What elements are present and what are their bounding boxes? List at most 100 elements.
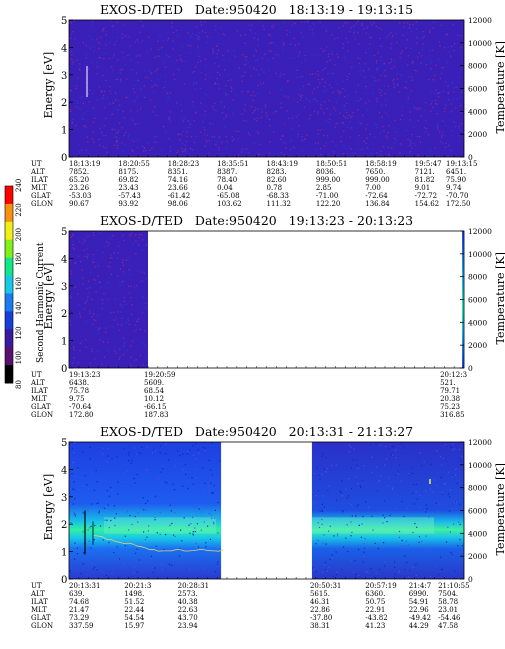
panel2-y2tick-2000: 2000 <box>468 341 487 350</box>
panel1-eph-label-ilat: ILAT <box>31 176 48 184</box>
panel3-eph-cell: 20:57:19 <box>365 582 396 590</box>
panel3-ytick-5: 5 <box>61 438 67 449</box>
panel3-eph-cell: 58.78 <box>438 598 458 606</box>
panel1-eph-cell: 23.66 <box>168 184 189 192</box>
panel1-eph-cell: 78.40 <box>217 176 237 184</box>
panel3-eph-cell: 20:28:31 <box>178 582 209 590</box>
panel1-y2tick-10000: 10000 <box>468 39 492 48</box>
panel2-ytick-5: 5 <box>61 227 67 238</box>
panel3-eph-cell: -37.80 <box>310 614 332 622</box>
panel3-title: EXOS-D/TED Date:950420 20:13:31 - 21:13:… <box>100 424 414 439</box>
panel2-eph-label-mlt: MLT <box>31 395 47 403</box>
panel1-y2tick-6000: 6000 <box>468 85 487 94</box>
colorbar-tick-100: 100 <box>15 351 23 364</box>
panel2-eph-cell: 6438. <box>69 379 89 387</box>
colorbar-swatch <box>5 257 13 277</box>
panel2-eph-cell: 521. <box>440 379 456 387</box>
panel3-eph-cell: 47.58 <box>438 622 458 630</box>
panel3-data-segment-2 <box>311 442 464 579</box>
panel3-eph-cell: 1498. <box>124 590 144 598</box>
colorbar-tick-180: 180 <box>15 253 23 266</box>
panel1-eph-label-glat: GLAT <box>31 192 51 200</box>
panel1-ytick-0: 0 <box>61 153 67 164</box>
colorbar-swatch <box>5 221 13 241</box>
panel1-ytick-3: 3 <box>61 71 67 82</box>
panel2-eph-label-glat: GLAT <box>31 403 51 411</box>
panel1-eph-cell: 8175. <box>118 168 138 176</box>
colorbar-tick-80: 80 <box>15 380 23 389</box>
panel2-eph-cell: 172.80 <box>69 411 94 419</box>
colorbar-label: Second Harmonic Current <box>36 242 46 363</box>
panel3-eph-cell: -49.42 <box>409 614 431 622</box>
panel1-eph-cell: 19:13:15 <box>446 160 477 168</box>
panel2-eph-cell: 75.23 <box>440 403 460 411</box>
panel1-eph-cell: 122.20 <box>316 200 341 208</box>
panel1-eph-cell: 74.16 <box>168 176 189 184</box>
panel3-eph-cell: -43.82 <box>365 614 387 622</box>
panel3-y2tick-4000: 4000 <box>468 529 487 538</box>
panel2-eph-cell: 20:12:3 <box>440 371 467 379</box>
panel2-eph-cell: 79.71 <box>440 387 460 395</box>
colorbar-tick-220: 220 <box>15 203 23 216</box>
panel1-eph-cell: 18:20:55 <box>118 160 149 168</box>
panel3-y2tick-12000: 12000 <box>468 438 492 447</box>
panel1-ytick-2: 2 <box>61 98 67 109</box>
panel1-y2label: Temperature [K] <box>494 41 505 133</box>
colorbar <box>4 185 14 384</box>
panel1-eph-cell: 7.00 <box>365 184 381 192</box>
panel2-eph-cell: 9.75 <box>69 395 85 403</box>
panel3-eph-cell: 6990. <box>409 590 429 598</box>
panel1-eph-label-ut: UT <box>31 160 42 168</box>
panel3-eph-cell: 38.31 <box>310 622 330 630</box>
panel3-y2tick-8000: 8000 <box>468 484 487 493</box>
panel1-y2tick-0: 0 <box>468 153 473 162</box>
panel3-eph-cell: 639. <box>69 590 85 598</box>
panel1-eph-cell: 0.78 <box>267 184 283 192</box>
panel3-eph-label-glat: GLAT <box>31 614 51 622</box>
panel2-ylabel: Energy [eV] <box>42 263 55 330</box>
panel2-ytick-3: 3 <box>61 282 67 293</box>
panel3-ytick-3: 3 <box>61 493 67 504</box>
panel1-y2tick-8000: 8000 <box>468 62 487 71</box>
panel1-title: EXOS-D/TED Date:950420 18:13:19 - 19:13:… <box>100 2 414 17</box>
panel1-eph-label-alt: ALT <box>30 168 45 176</box>
panel3-data-segment-1 <box>69 442 222 579</box>
panel3-eph-cell: 22.63 <box>178 606 198 614</box>
panel3-eph-cell: 20:50:31 <box>310 582 341 590</box>
panel3-ytick-0: 0 <box>61 575 67 586</box>
panel1-eph-cell: -70.70 <box>446 192 468 200</box>
panel2-eph-cell: 187.83 <box>144 411 169 419</box>
panel2-y2tick-12000: 12000 <box>468 227 492 236</box>
panel1-eph-cell: 9.01 <box>415 184 431 192</box>
panel3-eph-cell: 21.47 <box>69 606 89 614</box>
panel3-y2label: Temperature [K] <box>494 463 505 555</box>
panel1-ylabel: Energy [eV] <box>42 52 55 119</box>
panel2-ytick-2: 2 <box>61 309 67 320</box>
panel1-eph-cell: 7121. <box>415 168 435 176</box>
panel2-ytick-0: 0 <box>61 364 67 375</box>
panel3-ytick-4: 4 <box>61 465 67 476</box>
panel3-eph-cell: -54.46 <box>438 614 461 622</box>
panel3-eph-cell: 74.68 <box>69 598 89 606</box>
panel1-eph-cell: 103.62 <box>217 200 242 208</box>
panel1-eph-cell: 154.62 <box>415 200 440 208</box>
panel1-eph-cell: 0.04 <box>217 184 233 192</box>
panel1-eph-cell: 8387. <box>217 168 237 176</box>
panel1-eph-cell: 18:28:23 <box>168 160 199 168</box>
panel1-eph-cell: 999.00 <box>365 176 390 184</box>
colorbar-swatch <box>5 347 13 366</box>
panel1-eph-cell: -65.08 <box>217 192 239 200</box>
panel1-y2tick-4000: 4000 <box>468 107 487 116</box>
panel1-eph-cell: 8283. <box>267 168 287 176</box>
panel2-eph-cell: 68.54 <box>144 387 165 395</box>
panel1-eph-cell: 8036. <box>316 168 336 176</box>
panel3-eph-cell: 40.38 <box>178 598 198 606</box>
colorbar-frame <box>4 185 14 384</box>
panel3-data-segment-2-band <box>311 517 434 534</box>
panel2-title: EXOS-D/TED Date:950420 19:13:23 - 20:13:… <box>100 213 414 228</box>
panel1-eph-cell: 69.82 <box>118 176 138 184</box>
panel1-eph-cell: -72.72 <box>415 192 437 200</box>
colorbar-swatch <box>5 203 13 223</box>
panel3-eph-cell: 22.86 <box>310 606 331 614</box>
panel1-eph-cell: 9.74 <box>446 184 462 192</box>
